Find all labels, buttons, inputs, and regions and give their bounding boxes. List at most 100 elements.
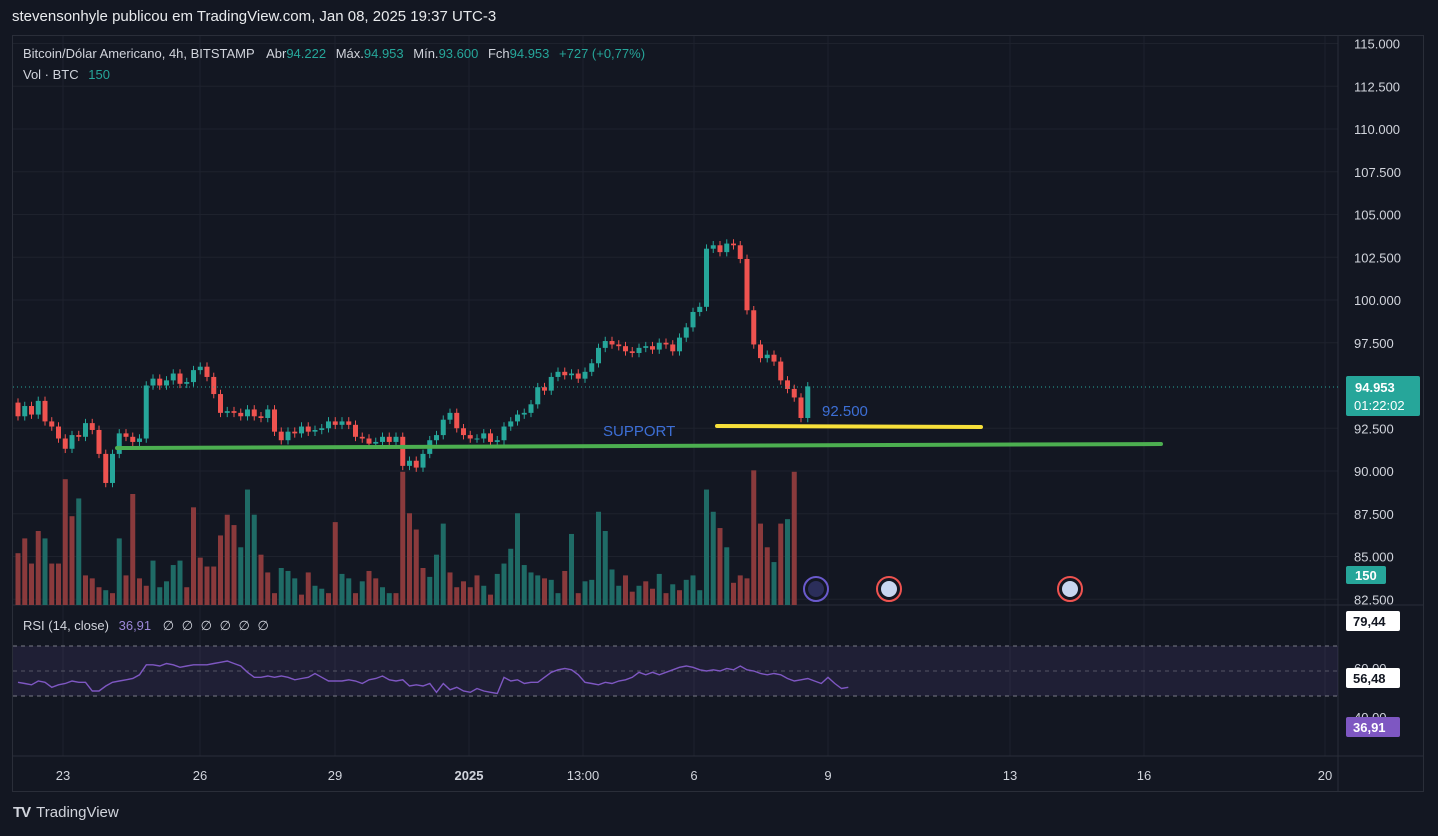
candle-body — [184, 382, 190, 384]
candle-body — [467, 435, 473, 439]
candle-body — [62, 438, 68, 449]
volume-bar — [218, 535, 223, 605]
volume-bar — [731, 582, 736, 605]
tradingview-logo[interactable]: TV TradingView — [13, 804, 119, 821]
candle-body — [663, 342, 669, 345]
rsi-badge — [1346, 717, 1400, 737]
candle-body — [704, 248, 709, 307]
volume-bar — [96, 587, 102, 605]
volume-bar — [265, 572, 271, 605]
price-tick-label: 115.000 — [1354, 37, 1400, 52]
candle-body — [717, 245, 723, 253]
volume-bar — [380, 587, 385, 605]
volume-bar — [562, 570, 568, 605]
volume-bar — [481, 585, 487, 605]
candle-body — [231, 411, 237, 413]
volume-bar — [467, 587, 473, 605]
candle-body — [791, 388, 797, 398]
candle-body — [535, 387, 541, 405]
volume-bar — [623, 575, 628, 605]
candle-body — [494, 440, 500, 442]
publisher-line: stevensonhyle publicou em TradingView.co… — [12, 8, 497, 25]
level-line[interactable] — [715, 424, 983, 429]
rsi-line — [17, 660, 849, 695]
candle-body — [22, 406, 28, 417]
candle-body — [110, 453, 115, 483]
volume-legend[interactable]: Vol · BTC 150 — [23, 67, 110, 82]
volume-bar — [535, 575, 541, 605]
volume-bar — [643, 581, 649, 605]
chart-canvas[interactable]: SUPPORT 92.500 115.000 112.500 110.000 107.50… — [13, 36, 1423, 791]
volume-bar — [89, 578, 95, 605]
volume-bar — [515, 513, 520, 605]
time-tick-label: 29 — [328, 768, 342, 783]
volume-bar — [609, 569, 615, 605]
volume-badge-value: 150 — [1355, 568, 1377, 583]
volume-bar — [272, 593, 277, 605]
low-value: 93.600 — [438, 46, 479, 61]
candle-body — [454, 412, 460, 429]
price-badge[interactable] — [1346, 376, 1420, 416]
candle-body — [116, 433, 122, 454]
volume-bar — [22, 538, 28, 605]
rsi-value: 36,91 — [118, 618, 152, 633]
volume-bar — [555, 593, 561, 605]
candle-body — [204, 366, 210, 377]
support-label: SUPPORT — [603, 423, 675, 440]
rsi-badge-value: 79,44 — [1353, 614, 1386, 629]
candle-body — [292, 431, 298, 434]
symbol-name[interactable]: Bitcoin/Dólar Americano, 4h, BITSTAMP — [23, 46, 255, 61]
volume-bar — [164, 581, 169, 605]
close-label: Fch — [487, 46, 510, 61]
volume-bar — [569, 533, 574, 605]
candle-body — [582, 371, 588, 379]
candle-body — [508, 421, 514, 427]
candle-body — [528, 404, 534, 413]
volume-bar — [197, 557, 203, 605]
us-flag-event-icon[interactable] — [881, 581, 897, 597]
candle-body — [616, 344, 622, 347]
candle-body — [177, 373, 183, 384]
volume-bar — [359, 581, 365, 605]
time-tick-label: 13:00 — [567, 768, 600, 783]
volume-bar — [231, 525, 237, 605]
rsi-band — [13, 646, 1338, 696]
change-value: +727 (+0,77%) — [559, 46, 646, 61]
volume-bar — [177, 560, 183, 605]
volume-bar — [386, 593, 392, 605]
candle-body — [366, 438, 372, 444]
rsi-badge-value: 36,91 — [1353, 720, 1386, 735]
open-value: 94.222 — [286, 46, 327, 61]
candle-body — [265, 409, 271, 418]
rsi-legend[interactable]: RSI (14, close) 36,91 ∅ ∅ ∅ ∅ ∅ ∅ — [23, 618, 271, 634]
price-tick-label: 85.000 — [1354, 550, 1394, 565]
volume-bar — [150, 560, 156, 605]
candle-body — [623, 346, 628, 352]
lightning-event-icon[interactable] — [808, 581, 824, 597]
volume-bar — [373, 578, 379, 605]
candle-body — [589, 363, 595, 372]
volume-bar — [123, 575, 129, 605]
price-tick-label: 82.500 — [1354, 592, 1394, 607]
time-tick-label: 6 — [690, 768, 697, 783]
volume-bar — [501, 563, 507, 605]
volume-bar — [346, 578, 352, 605]
candle-body — [157, 378, 163, 386]
candle-body — [42, 400, 48, 422]
candle-body — [690, 311, 696, 328]
support-line[interactable] — [115, 442, 1163, 450]
candle-body — [521, 412, 527, 415]
price-tick-label: 97.500 — [1354, 336, 1394, 351]
volume-bar — [49, 563, 55, 605]
candle-body — [346, 421, 352, 425]
volume-bar — [319, 588, 325, 605]
us-flag-event-icon[interactable] — [1062, 581, 1078, 597]
volume-label: Vol · BTC — [23, 67, 79, 82]
candle-body — [542, 387, 547, 391]
volume-bar — [548, 579, 554, 605]
high-label: Máx. — [335, 46, 364, 61]
volume-bar — [778, 523, 784, 605]
chart-area[interactable]: SUPPORT 92.500 115.000 112.500 110.000 107.50… — [12, 35, 1424, 792]
volume-bar — [211, 566, 217, 605]
candle-body — [35, 400, 41, 415]
